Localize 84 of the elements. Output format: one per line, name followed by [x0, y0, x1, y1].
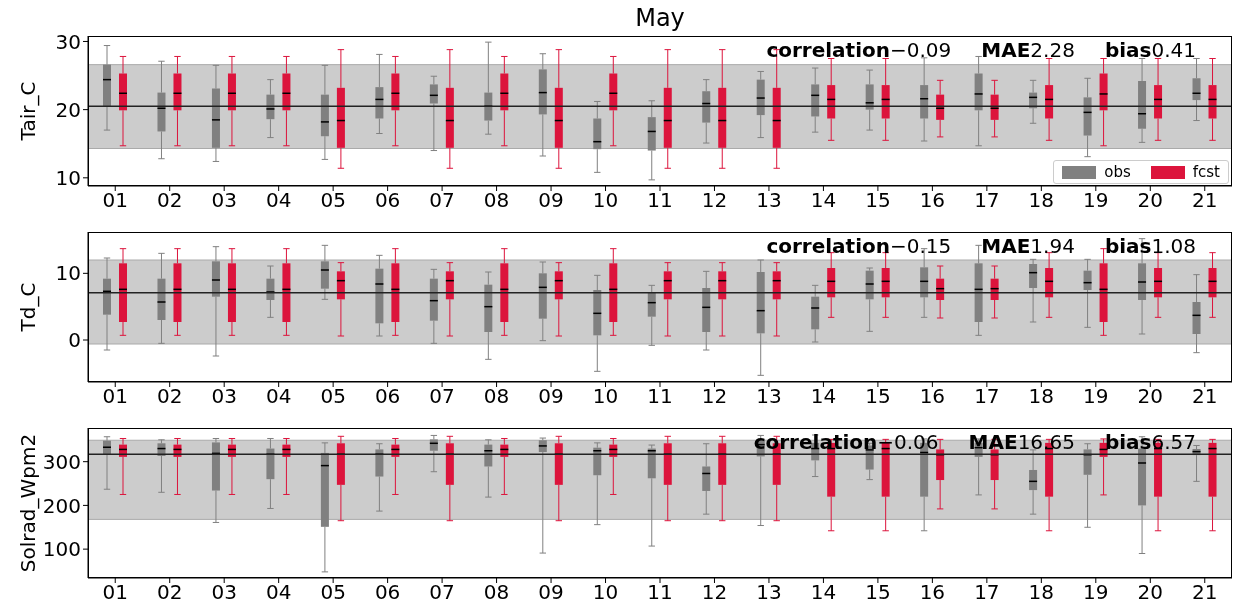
y-axis-title: Td_C — [16, 282, 40, 333]
x-tick-label: 05 — [320, 580, 346, 605]
x-tick-label: 14 — [810, 188, 837, 213]
x-tick-label: 21 — [1192, 384, 1218, 409]
legend-label: obs — [1104, 163, 1131, 181]
y-tick-label: 30 — [55, 29, 81, 54]
x-tick-label: 09 — [538, 188, 564, 213]
x-tick-label: 13 — [756, 580, 782, 605]
annotation: bias0.41 — [1104, 38, 1196, 62]
x-tick-label: 11 — [647, 188, 673, 213]
x-tick-label: 03 — [211, 188, 237, 213]
x-tick-label: 08 — [483, 188, 510, 213]
x-tick-label: 07 — [429, 384, 455, 409]
legend-label: fcst — [1192, 163, 1220, 181]
y-tick-label: 100 — [42, 537, 81, 562]
x-tick-label: 13 — [756, 384, 782, 409]
x-tick-label: 18 — [1028, 188, 1055, 213]
x-tick-label: 09 — [538, 384, 564, 409]
x-tick-label: 01 — [102, 188, 128, 213]
x-tick-label: 13 — [756, 188, 782, 213]
x-tick-label: 20 — [1137, 384, 1164, 409]
x-tick-label: 16 — [919, 188, 946, 213]
x-tick-label: 19 — [1083, 580, 1109, 605]
y-axis-title: Solrad_Wpm2 — [16, 433, 40, 573]
x-tick-label: 01 — [102, 384, 128, 409]
x-tick-label: 17 — [974, 580, 1000, 605]
x-tick-label: 15 — [865, 384, 891, 409]
x-tick-label: 06 — [374, 188, 401, 213]
x-tick-label: 02 — [156, 188, 183, 213]
x-tick-label: 09 — [538, 580, 564, 605]
x-tick-label: 03 — [211, 580, 237, 605]
x-tick-label: 06 — [374, 580, 401, 605]
x-tick-label: 19 — [1083, 384, 1109, 409]
y-tick-label: 200 — [42, 493, 81, 518]
x-tick-label: 08 — [483, 580, 510, 605]
x-tick-label: 04 — [265, 188, 292, 213]
annotation: correlation−0.15 — [766, 234, 952, 258]
annotation: bias6.57 — [1104, 430, 1196, 454]
x-tick-label: 14 — [810, 384, 837, 409]
x-tick-label: 21 — [1192, 580, 1218, 605]
x-tick-label: 16 — [919, 580, 946, 605]
x-tick-label: 17 — [974, 188, 1000, 213]
x-tick-label: 07 — [429, 188, 455, 213]
x-tick-label: 19 — [1083, 188, 1109, 213]
x-tick-label: 15 — [865, 188, 891, 213]
x-tick-label: 06 — [374, 384, 401, 409]
x-tick-label: 08 — [483, 384, 510, 409]
x-tick-label: 20 — [1137, 580, 1164, 605]
x-tick-label: 18 — [1028, 384, 1055, 409]
x-tick-label: 04 — [265, 384, 292, 409]
x-tick-label: 02 — [156, 384, 183, 409]
y-tick-label: 300 — [42, 449, 81, 474]
x-tick-label: 12 — [701, 384, 728, 409]
x-tick-label: 02 — [156, 580, 183, 605]
x-tick-label: 10 — [592, 188, 619, 213]
x-tick-label: 05 — [320, 188, 346, 213]
x-tick-label: 11 — [647, 384, 673, 409]
x-tick-label: 20 — [1137, 188, 1164, 213]
x-tick-label: 12 — [701, 188, 728, 213]
x-tick-label: 11 — [647, 580, 673, 605]
annotation: bias1.08 — [1104, 234, 1196, 258]
x-tick-label: 07 — [429, 580, 455, 605]
x-tick-label: 21 — [1192, 188, 1218, 213]
x-tick-label: 15 — [865, 580, 891, 605]
chart-title: May — [634, 4, 686, 32]
x-tick-label: 18 — [1028, 580, 1055, 605]
y-tick-label: 20 — [55, 97, 81, 122]
x-tick-label: 17 — [974, 384, 1000, 409]
y-axis-title: Tair_C — [16, 81, 40, 142]
x-tick-label: 01 — [102, 580, 128, 605]
x-tick-label: 04 — [265, 580, 292, 605]
x-tick-label: 16 — [919, 384, 946, 409]
x-tick-label: 10 — [592, 580, 619, 605]
annotation: correlation−0.09 — [766, 38, 952, 62]
x-tick-label: 12 — [701, 580, 728, 605]
x-tick-label: 10 — [592, 384, 619, 409]
annotation: MAE2.28 — [981, 38, 1075, 62]
x-tick-label: 03 — [211, 384, 237, 409]
y-tick-label: 0 — [68, 328, 81, 353]
y-tick-label: 10 — [55, 165, 81, 190]
annotation: MAE1.94 — [981, 234, 1075, 258]
x-tick-label: 14 — [810, 580, 837, 605]
y-tick-label: 10 — [55, 261, 81, 286]
x-tick-label: 05 — [320, 384, 346, 409]
